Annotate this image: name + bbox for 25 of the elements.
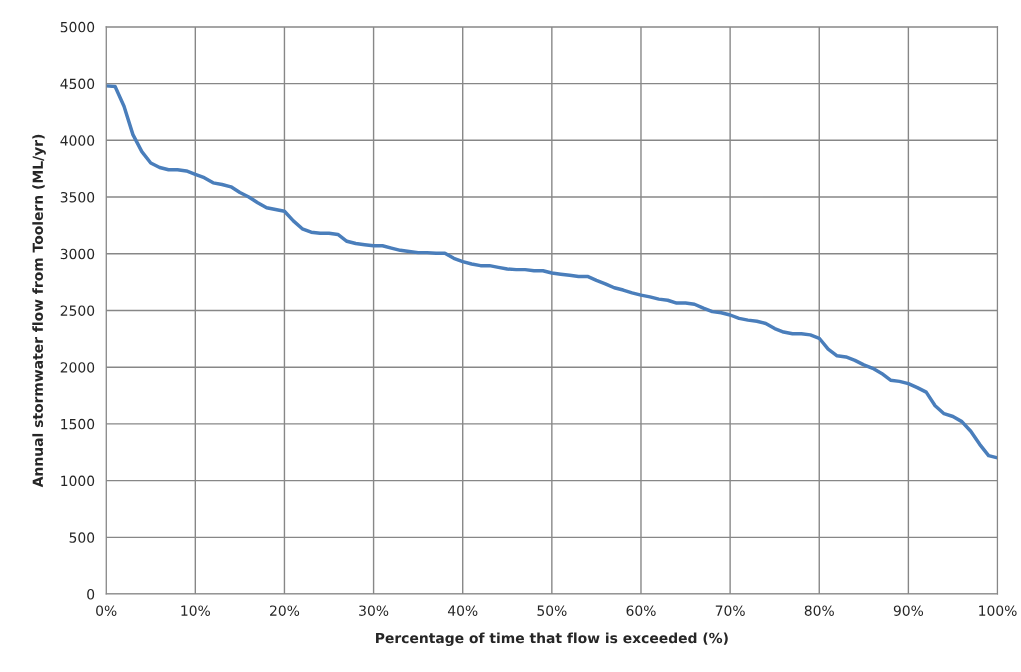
x-tick-label: 60% xyxy=(626,605,656,616)
y-tick-label: 2500 xyxy=(60,305,95,316)
y-axis-title: Annual stormwater flow from Toolern (ML/yr) xyxy=(32,134,46,488)
x-tick-label: 70% xyxy=(715,605,745,616)
y-tick-label: 2000 xyxy=(60,362,95,373)
line-series xyxy=(106,84,998,460)
y-tick-label: 4000 xyxy=(60,135,95,146)
x-axis-title: Percentage of time that flow is exceeded (%) xyxy=(376,632,728,647)
y-tick-label: 500 xyxy=(69,532,95,543)
y-tick-label: 1000 xyxy=(61,475,95,487)
x-tick-label: 90% xyxy=(893,605,924,616)
y-tick-label: 1500 xyxy=(61,418,95,430)
y-tick-label: 3500 xyxy=(60,192,95,203)
x-tick-label: 0% xyxy=(96,605,117,616)
x-tick-label: 30% xyxy=(359,605,389,616)
x-tick-label: 10% xyxy=(181,605,210,616)
y-tick-label: 0 xyxy=(87,589,95,600)
y-tick-label: 3000 xyxy=(60,248,95,260)
x-tick-label: 50% xyxy=(537,605,567,616)
x-tick-label: 20% xyxy=(270,605,300,616)
x-tick-label: 80% xyxy=(804,605,834,616)
y-tick-label: 5000 xyxy=(60,21,95,33)
x-tick-label: 40% xyxy=(447,605,478,616)
x-tick-label: 100% xyxy=(979,605,1017,616)
y-tick-label: 4500 xyxy=(60,78,95,90)
